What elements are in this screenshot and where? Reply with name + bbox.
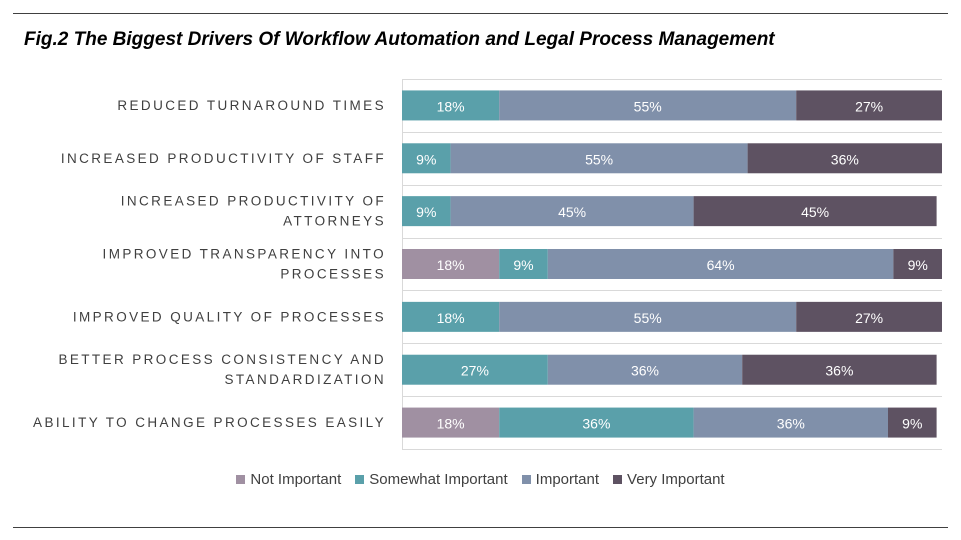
data-label: 45%: [801, 204, 829, 220]
bar-segment: [450, 143, 748, 174]
bar-segment: [693, 407, 888, 438]
category-label: STANDARDIZATION: [224, 372, 386, 387]
legend-swatch: [613, 475, 623, 484]
legend-label: Important: [535, 471, 600, 488]
bar-segment: [796, 90, 942, 121]
bar-segment: [499, 407, 694, 438]
data-label: 36%: [831, 151, 859, 167]
data-label: 36%: [777, 416, 805, 432]
bar-segment: [402, 196, 451, 227]
bottom-rule: [13, 527, 948, 528]
data-label: 64%: [707, 257, 735, 273]
data-label: 36%: [582, 416, 610, 432]
bar-segment: [742, 354, 937, 385]
bar-segment: [402, 249, 500, 279]
chart-title: Fig.2 The Biggest Drivers Of Workflow Au…: [24, 29, 775, 50]
data-label: 9%: [416, 204, 436, 220]
data-label: 55%: [634, 98, 662, 114]
data-label: 55%: [634, 310, 662, 326]
data-label: 55%: [585, 151, 613, 167]
top-rule: [13, 13, 948, 14]
bar-segment: [402, 301, 500, 332]
category-label: REDUCED TURNAROUND TIMES: [117, 98, 386, 113]
data-label: 18%: [437, 416, 465, 432]
category-label: IMPROVED QUALITY OF PROCESSES: [73, 309, 386, 324]
bar-segment: [402, 90, 500, 121]
data-label: 18%: [437, 310, 465, 326]
bar-segment: [450, 196, 694, 227]
data-label: 9%: [908, 257, 928, 273]
category-label: ATTORNEYS: [283, 214, 386, 229]
category-label: INCREASED PRODUCTIVITY OF: [121, 194, 386, 209]
bar-segment: [893, 249, 942, 279]
data-label: 27%: [461, 363, 489, 379]
category-label: BETTER PROCESS CONSISTENCY AND: [58, 352, 386, 367]
data-label: 27%: [855, 310, 883, 326]
data-label: 36%: [631, 363, 659, 379]
bar-segment: [402, 354, 548, 385]
legend-item: Very Important: [613, 471, 725, 488]
data-label: 27%: [855, 98, 883, 114]
bar-segment: [499, 90, 797, 121]
bar-segment: [693, 196, 937, 227]
bar-segment: [888, 407, 937, 438]
chart-legend: Not Important Somewhat Important Important…: [0, 471, 961, 488]
category-label: PROCESSES: [280, 267, 386, 282]
bar-segment: [499, 301, 797, 332]
bar-segment: [547, 354, 743, 385]
legend-swatch: [355, 475, 365, 484]
legend-item: Somewhat Important: [355, 471, 508, 488]
bar-segment: [402, 407, 500, 438]
data-label: 18%: [437, 98, 465, 114]
legend-item: Not Important: [236, 471, 341, 488]
data-label: 9%: [513, 257, 533, 273]
category-label: ABILITY TO CHANGE PROCESSES EASILY: [33, 415, 386, 430]
category-label: IMPROVED TRANSPARENCY INTO: [103, 247, 386, 262]
category-label: INCREASED PRODUCTIVITY OF STAFF: [61, 151, 386, 166]
data-label: 9%: [416, 151, 436, 167]
data-label: 36%: [825, 363, 853, 379]
data-label: 45%: [558, 204, 586, 220]
legend-swatch: [521, 475, 531, 484]
bar-segment: [402, 143, 451, 174]
legend-label: Very Important: [627, 471, 725, 488]
bar-segment: [747, 143, 942, 174]
bar-segment: [796, 301, 942, 332]
bar-segment: [547, 249, 894, 279]
legend-swatch: [236, 475, 246, 484]
data-label: 18%: [437, 257, 465, 273]
bar-segment: [499, 249, 548, 279]
legend-label: Somewhat Important: [369, 471, 508, 488]
data-label: 9%: [902, 416, 922, 432]
legend-label: Not Important: [250, 471, 342, 488]
legend-item: Important: [521, 471, 600, 488]
